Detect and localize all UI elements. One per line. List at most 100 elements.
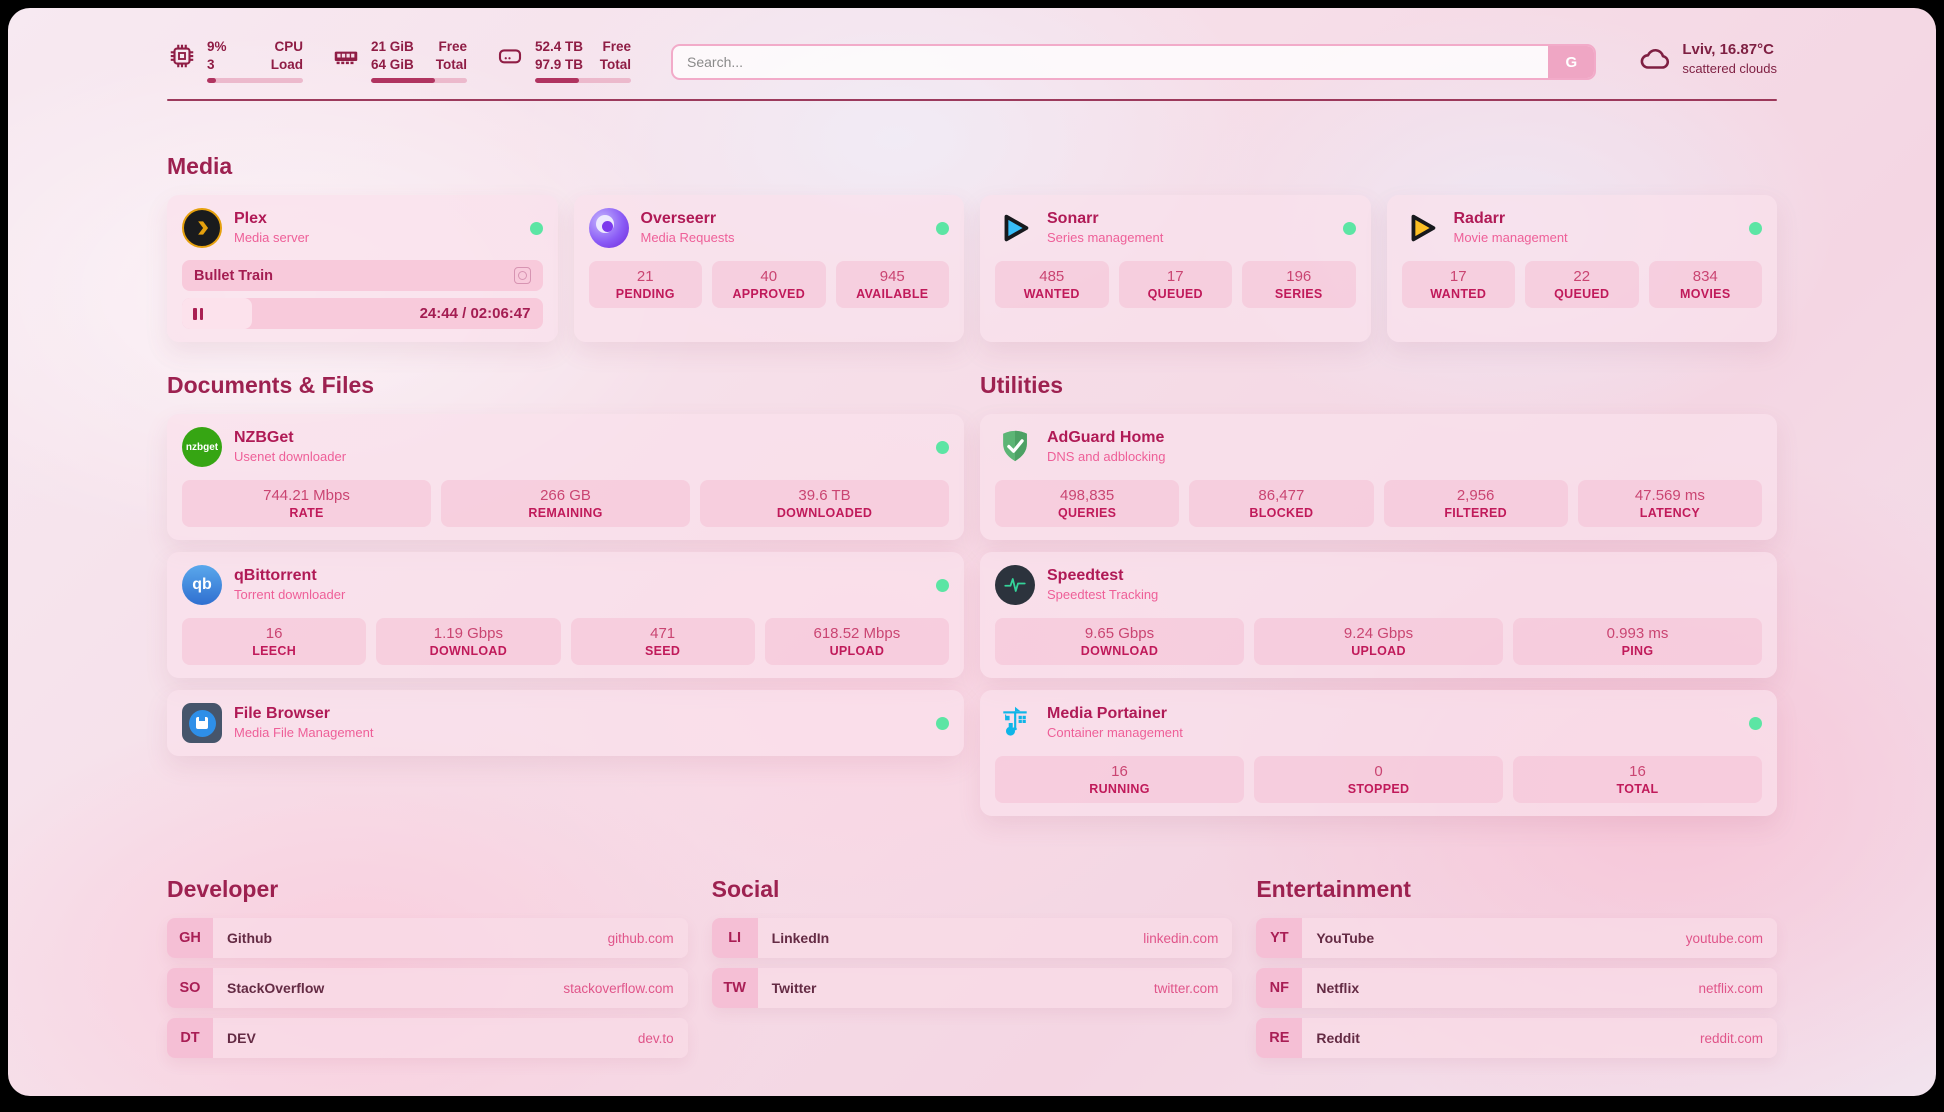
link-stackoverflow[interactable]: SO StackOverflow stackoverflow.com — [167, 968, 688, 1009]
link-netflix[interactable]: NF Netflix netflix.com — [1256, 968, 1777, 1009]
memory-icon — [334, 51, 358, 65]
cast-icon[interactable] — [513, 267, 531, 285]
link-name: Reddit — [1316, 1030, 1360, 1047]
section-heading-documents: Documents & Files — [167, 372, 375, 399]
stat-label: BLOCKED — [1249, 506, 1314, 521]
overseerr-card[interactable]: Overseerr Media Requests 21 PENDING 40 A… — [573, 195, 964, 343]
status-online-dot — [1749, 221, 1762, 235]
link-url: dev.to — [637, 1030, 674, 1046]
stat-total: 16 TOTAL — [1513, 756, 1762, 804]
link-github[interactable]: GH Github github.com — [167, 918, 688, 959]
link-abbr: GH — [167, 918, 213, 959]
stat-value: 196 — [1286, 268, 1312, 286]
card-subtitle: Torrent downloader — [234, 587, 346, 603]
disk-icon — [498, 49, 522, 64]
stat-wanted: 17 WANTED — [1401, 261, 1515, 309]
card-title: Plex — [234, 210, 267, 228]
stat-value: 21 — [636, 268, 654, 286]
pause-icon-bar — [199, 307, 203, 320]
stat-value: 16 — [1629, 763, 1646, 781]
stat-download: 9.65 Gbps DOWNLOAD — [995, 618, 1244, 666]
google-search-button[interactable]: G — [1548, 46, 1595, 78]
card-title: Sonarr — [1047, 210, 1099, 228]
stat-label: DOWNLOAD — [429, 644, 508, 659]
link-name: Github — [227, 930, 273, 947]
link-dev[interactable]: DT DEV dev.to — [167, 1018, 688, 1059]
stat-upload: 9.24 Gbps UPLOAD — [1254, 618, 1503, 666]
link-reddit[interactable]: RE Reddit reddit.com — [1256, 1018, 1777, 1059]
playback-progress-bar[interactable]: 24:44 / 02:06:47 — [182, 298, 543, 330]
link-url: netflix.com — [1698, 980, 1763, 996]
portainer-card[interactable]: Media Portainer Container management 16 … — [980, 690, 1777, 817]
weather-condition: scattered clouds — [1682, 61, 1777, 77]
stat-pending: 21 PENDING — [588, 261, 702, 309]
stat-value: 39.6 TB — [798, 487, 851, 505]
stat-label: DOWNLOADED — [776, 506, 873, 521]
stat-label: AVAILABLE — [856, 287, 929, 302]
disk-progress-bar — [535, 78, 631, 84]
link-name: Twitter — [771, 980, 817, 997]
weather-widget: Lviv, 16.87°C scattered clouds — [1638, 40, 1777, 78]
cpu-stat-widget: 9% 3 CPU Load — [167, 38, 303, 84]
plex-card[interactable]: Plex Media server Bullet Train 24:44 / — [167, 195, 558, 343]
disk-stat-widget: 52.4 TB 97.9 TB Free Total — [495, 38, 631, 84]
link-name: Netflix — [1316, 980, 1360, 997]
link-abbr: YT — [1256, 918, 1303, 959]
card-subtitle: Media server — [234, 230, 310, 246]
stat-queries: 498,835 QUERIES — [995, 480, 1180, 528]
memory-progress-bar — [371, 78, 467, 84]
link-url: twitter.com — [1153, 980, 1219, 996]
status-online-dot — [936, 440, 949, 454]
stat-label: QUERIES — [1057, 506, 1117, 521]
card-subtitle: DNS and adblocking — [1047, 449, 1166, 465]
stat-value: 16 — [265, 625, 283, 643]
link-youtube[interactable]: YT YouTube youtube.com — [1256, 918, 1777, 959]
pause-icon[interactable] — [193, 307, 197, 320]
stat-blocked: 86,477 BLOCKED — [1189, 480, 1374, 528]
sonarr-card[interactable]: Sonarr Series management 485 WANTED 17 Q… — [980, 195, 1371, 343]
stat-value: 17 — [1166, 268, 1184, 286]
radarr-icon — [1402, 208, 1442, 248]
stat-label: RUNNING — [1089, 782, 1150, 797]
link-linkedin[interactable]: LI LinkedIn linkedin.com — [711, 918, 1233, 959]
stat-value: 0 — [1374, 763, 1383, 781]
stat-value: 40 — [760, 268, 778, 286]
search-input[interactable] — [673, 46, 1549, 78]
stat-value: 266 GB — [540, 487, 591, 505]
card-title: NZBGet — [234, 429, 294, 447]
card-subtitle: Media File Management — [234, 725, 374, 741]
filebrowser-card[interactable]: File Browser Media File Management — [167, 690, 964, 757]
link-abbr: TW — [711, 968, 758, 1009]
stat-label: SERIES — [1274, 287, 1323, 302]
card-title: Media Portainer — [1047, 705, 1168, 723]
card-subtitle: Usenet downloader — [234, 449, 347, 465]
nzbget-card[interactable]: nzbget NZBGet Usenet downloader 744.21 M… — [167, 414, 964, 541]
card-title: AdGuard Home — [1047, 429, 1165, 447]
link-abbr: SO — [167, 968, 213, 1009]
stat-label: WANTED — [1430, 287, 1487, 302]
playback-progress-fill — [182, 298, 253, 330]
stat-value: 834 — [1692, 268, 1718, 286]
sonarr-icon — [995, 208, 1035, 248]
card-title: File Browser — [234, 705, 331, 723]
status-online-dot — [1342, 221, 1356, 235]
stat-label: APPROVED — [732, 287, 806, 302]
card-subtitle: Speedtest Tracking — [1047, 587, 1159, 603]
cpu-progress-bar — [207, 78, 303, 84]
stat-movies: 834 MOVIES — [1648, 261, 1762, 309]
portainer-icon — [995, 703, 1035, 743]
memory-free-label: Free — [438, 39, 467, 54]
qbittorrent-card[interactable]: qb qBittorrent Torrent downloader 16 LEE… — [167, 552, 964, 679]
system-stats-group: 9% 3 CPU Load — [167, 38, 631, 84]
filebrowser-icon — [182, 703, 222, 744]
stat-ping: 0.993 ms PING — [1513, 618, 1762, 666]
radarr-card[interactable]: Radarr Movie management 17 WANTED 22 QUE… — [1386, 195, 1777, 343]
section-heading-utilities: Utilities — [980, 372, 1064, 399]
disk-total-value: 97.9 TB — [535, 56, 584, 72]
adguard-card[interactable]: AdGuard Home DNS and adblocking 498,835 … — [980, 414, 1777, 541]
speedtest-card[interactable]: Speedtest Speedtest Tracking 9.65 Gbps D… — [980, 552, 1777, 679]
stat-label: DOWNLOAD — [1080, 644, 1159, 659]
stat-value: 498,835 — [1060, 487, 1115, 505]
link-twitter[interactable]: TW Twitter twitter.com — [711, 968, 1233, 1009]
stat-approved: 40 APPROVED — [712, 261, 826, 309]
